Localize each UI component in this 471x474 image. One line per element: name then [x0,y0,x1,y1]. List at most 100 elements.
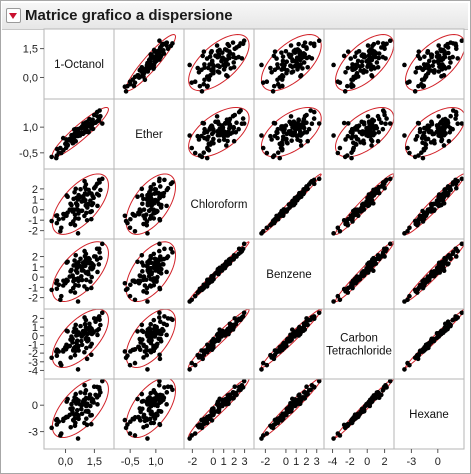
data-point-0-5-24[interactable] [430,63,436,69]
data-point-1-2-49[interactable] [201,150,207,155]
data-point-1-3-84[interactable] [279,147,285,153]
data-point-2-0-49[interactable] [56,216,62,222]
data-point-2-4-74[interactable] [342,218,348,224]
data-point-3-0-85[interactable] [76,283,81,288]
data-point-1-2-62[interactable] [209,140,214,145]
data-point-1-3-60[interactable] [302,113,308,119]
data-point-5-2-70[interactable] [231,391,237,397]
data-point-2-5-84[interactable] [421,211,427,217]
data-point-0-4-82[interactable] [369,56,375,62]
data-point-2-0-58[interactable] [72,212,78,217]
data-point-1-4-83[interactable] [365,133,370,138]
data-point-0-4-86[interactable] [353,62,359,68]
data-point-1-4-51[interactable] [369,131,375,137]
data-point-0-5-55[interactable] [416,49,422,54]
data-point-4-0-87[interactable] [84,339,90,344]
data-point-1-5-3[interactable] [405,145,410,151]
data-point-2-3-89[interactable] [292,198,298,203]
data-point-3-0-39[interactable] [91,263,96,268]
data-point-0-5-78[interactable] [425,48,431,54]
data-point-2-0-28[interactable] [54,220,60,226]
data-point-5-0-75[interactable] [73,420,78,426]
data-point-1-4-48[interactable] [341,120,347,126]
data-point-0-2-74[interactable] [199,89,205,94]
data-point-5-1-87[interactable] [158,409,164,414]
data-point-2-1-31[interactable] [164,203,169,209]
data-point-3-0-55[interactable] [89,285,94,291]
data-point-0-1-71[interactable] [122,84,128,90]
data-point-1-5-63[interactable] [419,135,425,141]
data-point-2-5-8[interactable] [453,185,459,191]
data-point-5-0-42[interactable] [69,401,74,407]
data-point-3-5-89[interactable] [434,265,440,271]
data-point-1-5-21[interactable] [447,129,453,135]
data-point-2-0-68[interactable] [97,180,102,185]
data-point-5-1-53[interactable] [160,393,165,398]
data-point-2-1-61[interactable] [139,193,145,198]
data-point-4-1-74[interactable] [123,355,129,361]
data-point-2-1-60[interactable] [164,187,170,193]
data-point-0-1-68[interactable] [170,41,175,46]
data-point-0-5-76[interactable] [402,62,407,68]
data-point-0-3-41[interactable] [297,50,302,56]
data-point-0-2-71[interactable] [204,84,210,90]
data-point-5-0-89[interactable] [88,403,93,409]
data-point-2-0-36[interactable] [93,184,98,189]
data-point-3-0-30[interactable] [82,248,87,254]
data-point-4-0-70[interactable] [73,322,79,328]
data-point-0-1-53[interactable] [160,41,165,47]
data-point-1-3-50[interactable] [279,140,285,146]
data-point-5-4-89[interactable] [367,403,373,409]
data-point-2-1-89[interactable] [155,198,160,203]
data-point-1-0-87[interactable] [84,119,90,125]
data-point-2-0-70[interactable] [73,186,79,192]
data-point-3-2-89[interactable] [220,265,225,271]
data-point-0-1-74[interactable] [123,89,129,94]
data-point-3-2-52[interactable] [240,246,246,252]
data-point-4-2-72[interactable] [231,325,236,330]
data-point-2-1-62[interactable] [138,209,143,214]
data-point-5-1-54[interactable] [135,396,140,402]
data-point-5-0-80[interactable] [79,411,85,417]
data-point-2-1-88[interactable] [148,207,154,212]
data-point-1-3-75[interactable] [275,126,281,132]
data-point-5-0-68[interactable] [97,387,102,393]
data-point-3-2-34[interactable] [236,246,242,252]
data-point-0-4-1[interactable] [387,38,393,44]
data-point-4-0-31[interactable] [95,332,100,338]
data-point-0-2-41[interactable] [227,50,233,56]
data-point-4-0-53[interactable] [96,326,102,332]
data-point-0-4-67[interactable] [365,58,371,64]
data-point-1-2-70[interactable] [231,138,237,144]
data-point-2-1-75[interactable] [151,216,157,221]
data-point-2-3-72[interactable] [301,187,306,192]
data-point-4-1-20[interactable] [127,362,133,368]
data-point-0-3-16[interactable] [301,51,306,56]
data-point-5-0-69[interactable] [82,420,87,426]
data-point-1-0-63[interactable] [60,135,66,141]
data-point-3-1-87[interactable] [158,271,164,276]
data-point-1-4-61[interactable] [369,138,375,144]
data-point-2-4-3[interactable] [337,228,343,234]
data-point-0-4-41[interactable] [373,50,379,56]
data-point-0-2-70[interactable] [231,64,237,70]
data-point-2-1-38[interactable] [141,196,146,202]
data-point-5-3-20[interactable] [264,431,270,436]
data-point-2-1-63[interactable] [142,216,148,221]
data-point-4-1-52[interactable] [162,314,167,319]
data-point-1-3-85[interactable] [275,130,280,136]
data-point-4-0-76[interactable] [75,367,81,372]
data-point-2-1-83[interactable] [145,195,150,201]
data-point-1-2-63[interactable] [202,135,207,141]
data-point-2-0-61[interactable] [64,193,69,198]
data-point-3-2-83[interactable] [222,261,228,267]
data-point-0-4-77[interactable] [361,70,366,75]
data-point-1-3-67[interactable] [290,130,295,135]
data-point-4-5-85[interactable] [421,348,427,353]
data-point-5-2-76[interactable] [187,436,192,441]
data-point-1-2-79[interactable] [227,122,232,127]
data-point-4-0-82[interactable] [81,328,87,334]
data-point-2-1-68[interactable] [170,180,175,185]
data-point-2-1-42[interactable] [145,202,151,208]
data-point-2-1-53[interactable] [160,193,165,198]
